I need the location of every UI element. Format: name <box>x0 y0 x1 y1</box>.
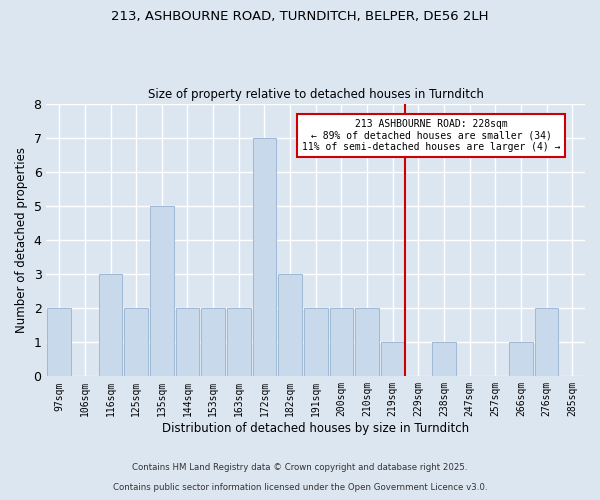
Text: Contains HM Land Registry data © Crown copyright and database right 2025.: Contains HM Land Registry data © Crown c… <box>132 464 468 472</box>
Bar <box>202 308 225 376</box>
Bar <box>176 308 199 376</box>
X-axis label: Distribution of detached houses by size in Turnditch: Distribution of detached houses by size … <box>162 422 469 435</box>
Bar <box>227 308 251 376</box>
Bar <box>535 308 559 376</box>
Text: 213 ASHBOURNE ROAD: 228sqm
← 89% of detached houses are smaller (34)
11% of semi: 213 ASHBOURNE ROAD: 228sqm ← 89% of deta… <box>302 119 560 152</box>
Bar <box>355 308 379 376</box>
Bar <box>124 308 148 376</box>
Bar <box>329 308 353 376</box>
Bar <box>278 274 302 376</box>
Bar <box>99 274 122 376</box>
Bar <box>253 138 276 376</box>
Bar <box>509 342 533 376</box>
Bar <box>150 206 173 376</box>
Text: 213, ASHBOURNE ROAD, TURNDITCH, BELPER, DE56 2LH: 213, ASHBOURNE ROAD, TURNDITCH, BELPER, … <box>111 10 489 23</box>
Bar <box>432 342 456 376</box>
Y-axis label: Number of detached properties: Number of detached properties <box>15 147 28 333</box>
Bar <box>304 308 328 376</box>
Text: Contains public sector information licensed under the Open Government Licence v3: Contains public sector information licen… <box>113 484 487 492</box>
Bar <box>381 342 404 376</box>
Bar <box>47 308 71 376</box>
Title: Size of property relative to detached houses in Turnditch: Size of property relative to detached ho… <box>148 88 484 101</box>
